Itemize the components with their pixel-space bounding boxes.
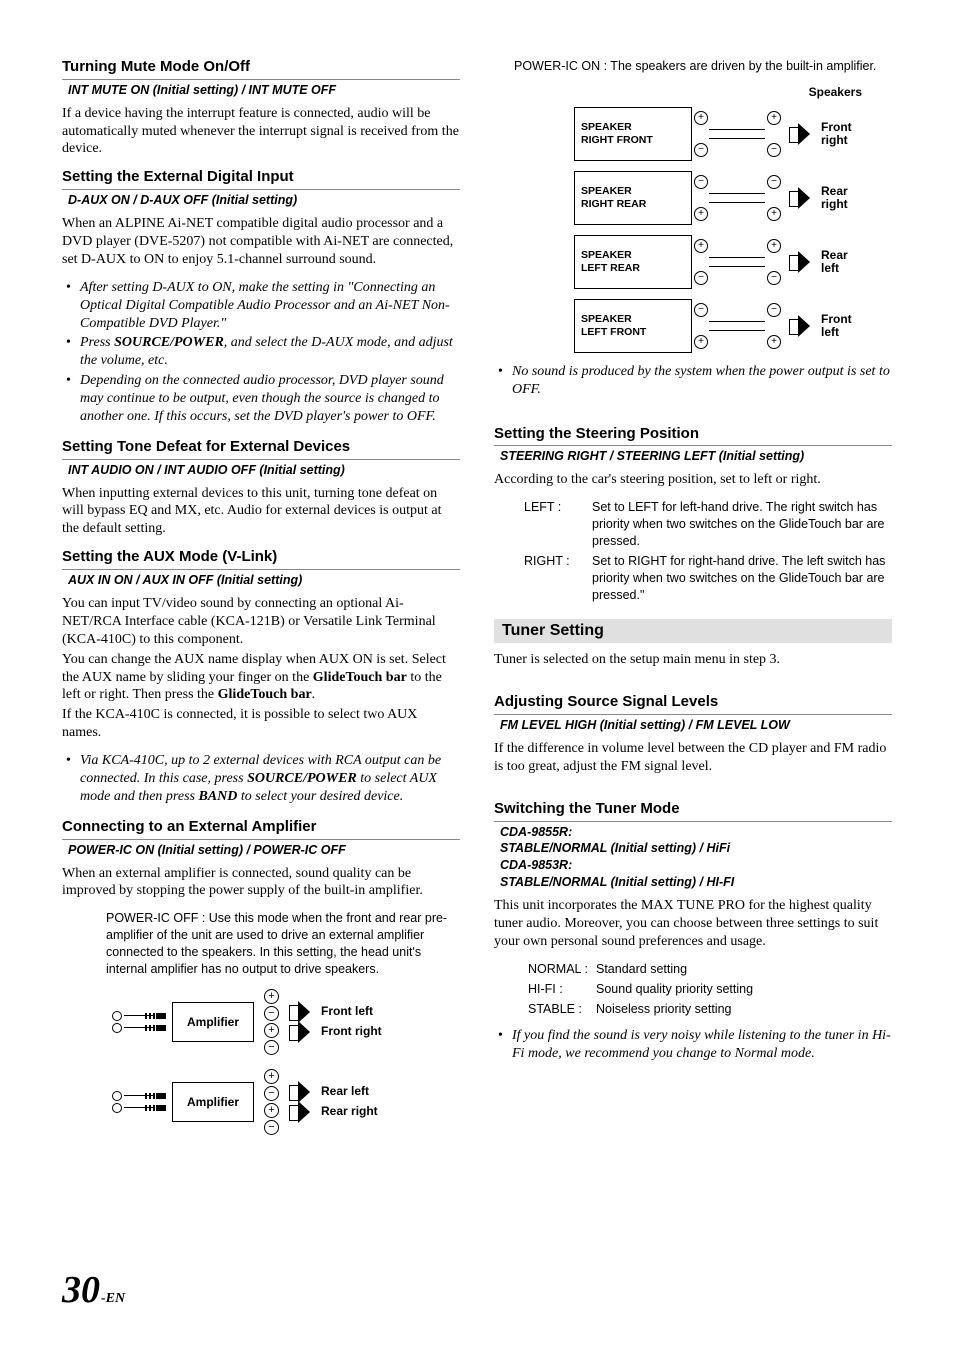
aux-body1: You can input TV/video sound by connecti… — [62, 595, 460, 649]
fmlevel-title: Adjusting Source Signal Levels — [494, 693, 892, 713]
daux-note: After setting D-AUX to ON, make the sett… — [62, 279, 460, 333]
speaker-label: Frontleft — [821, 313, 852, 339]
daux-title: Setting the External Digital Input — [62, 168, 460, 188]
no-sound-note: No sound is produced by the system when … — [494, 363, 892, 399]
sp-label: Rear right — [321, 1105, 378, 1118]
sp-label: Front right — [321, 1025, 382, 1038]
def-key: NORMAL : — [528, 961, 596, 978]
page-number-suffix: -EN — [101, 1291, 125, 1306]
aux-body3: If the KCA-410C is connected, it is poss… — [62, 706, 460, 742]
amplifier-box: Amplifier — [172, 1002, 254, 1042]
aux-notes: Via KCA-410C, up to 2 external devices w… — [62, 752, 460, 806]
no-sound-note-list: No sound is produced by the system when … — [494, 363, 892, 399]
speaker-icon — [789, 125, 811, 143]
speaker-row: SPEAKERLEFT FRONT−+−+Frontleft — [574, 299, 892, 353]
speaker-box: SPEAKERLEFT FRONT — [574, 299, 692, 353]
daux-body: When an ALPINE Ai-NET compatible digital… — [62, 215, 460, 269]
daux-note: Press SOURCE/POWER, and select the D-AUX… — [62, 334, 460, 370]
tunermode-opt-line: STABLE/NORMAL (Initial setting) / HI-FI — [500, 874, 892, 891]
daux-note: Depending on the connected audio process… — [62, 372, 460, 426]
aux-note: Via KCA-410C, up to 2 external devices w… — [62, 752, 460, 806]
sp-label: Front left — [321, 1005, 373, 1018]
speaker-label: Rearright — [821, 185, 848, 211]
mute-body: If a device having the interrupt feature… — [62, 105, 460, 159]
speaker-label: Frontright — [821, 121, 852, 147]
def-key: STABLE : — [528, 1001, 596, 1018]
steering-body: According to the car's steering position… — [494, 471, 892, 489]
speaker-row: SPEAKERRIGHT FRONT+−+−Frontright — [574, 107, 892, 161]
tuner-major-heading: Tuner Setting — [494, 619, 892, 643]
tunermode-opts: CDA-9855R: STABLE/NORMAL (Initial settin… — [494, 821, 892, 892]
tunermode-title: Switching the Tuner Mode — [494, 800, 892, 820]
def-key: RIGHT : — [524, 553, 592, 604]
tunermode-opt-line: STABLE/NORMAL (Initial setting) / HiFi — [500, 840, 892, 857]
mute-opts: INT MUTE ON (Initial setting) / INT MUTE… — [62, 79, 460, 99]
def-key: LEFT : — [524, 499, 592, 550]
aux-opts: AUX IN ON / AUX IN OFF (Initial setting) — [62, 569, 460, 589]
page-number: 30-EN — [62, 1268, 125, 1312]
poweric-on-desc: POWER-IC ON : The speakers are driven by… — [514, 58, 892, 75]
daux-opts: D-AUX ON / D-AUX OFF (Initial setting) — [62, 189, 460, 209]
def-val: Noiseless priority setting — [596, 1001, 892, 1018]
extamp-body: When an external amplifier is connected,… — [62, 865, 460, 901]
page-number-value: 30 — [62, 1269, 100, 1311]
speaker-icon — [789, 317, 811, 335]
amplifier-diagram: Amplifier +−+− Front left Front right Am… — [92, 988, 452, 1136]
tonedef-body: When inputting external devices to this … — [62, 485, 460, 539]
speaker-diagram: SPEAKERRIGHT FRONT+−+−FrontrightSPEAKERR… — [574, 107, 892, 353]
tuner-intro: Tuner is selected on the setup main menu… — [494, 651, 892, 669]
def-key: HI-FI : — [528, 981, 596, 998]
speaker-row: SPEAKERRIGHT REAR−+−+Rearright — [574, 171, 892, 225]
right-column: POWER-IC ON : The speakers are driven by… — [494, 58, 892, 1150]
tunermode-body: This unit incorporates the MAX TUNE PRO … — [494, 897, 892, 951]
extamp-title: Connecting to an External Amplifier — [62, 818, 460, 838]
extamp-off-desc: POWER-IC OFF : Use this mode when the fr… — [62, 910, 460, 978]
amplifier-box: Amplifier — [172, 1082, 254, 1122]
tunermode-note: If you find the sound is very noisy whil… — [494, 1027, 892, 1063]
tunermode-defs: NORMAL :Standard setting HI-FI :Sound qu… — [528, 961, 892, 1018]
steering-title: Setting the Steering Position — [494, 425, 892, 445]
aux-title: Setting the AUX Mode (V-Link) — [62, 548, 460, 568]
mute-title: Turning Mute Mode On/Off — [62, 58, 460, 78]
speaker-box: SPEAKERRIGHT REAR — [574, 171, 692, 225]
speaker-box: SPEAKERLEFT REAR — [574, 235, 692, 289]
steering-opts: STEERING RIGHT / STEERING LEFT (Initial … — [494, 445, 892, 465]
sp-label: Rear left — [321, 1085, 369, 1098]
def-val: Set to LEFT for left-hand drive. The rig… — [592, 499, 892, 550]
speaker-label: Rearleft — [821, 249, 848, 275]
fmlevel-body: If the difference in volume level betwee… — [494, 740, 892, 776]
speaker-icon — [789, 253, 811, 271]
tunermode-note-list: If you find the sound is very noisy whil… — [494, 1027, 892, 1063]
daux-notes: After setting D-AUX to ON, make the sett… — [62, 279, 460, 426]
left-column: Turning Mute Mode On/Off INT MUTE ON (In… — [62, 58, 460, 1150]
aux-body2: You can change the AUX name display when… — [62, 651, 460, 705]
steering-defs: LEFT :Set to LEFT for left-hand drive. T… — [524, 499, 892, 603]
speaker-icon — [789, 189, 811, 207]
tunermode-opt-line: CDA-9855R: — [500, 824, 892, 841]
def-val: Sound quality priority setting — [596, 981, 892, 998]
def-val: Standard setting — [596, 961, 892, 978]
tonedef-title: Setting Tone Defeat for External Devices — [62, 438, 460, 458]
tunermode-opt-line: CDA-9853R: — [500, 857, 892, 874]
tonedef-opts: INT AUDIO ON / INT AUDIO OFF (Initial se… — [62, 459, 460, 479]
def-val: Set to RIGHT for right-hand drive. The l… — [592, 553, 892, 604]
speakers-title: Speakers — [494, 85, 862, 99]
speaker-row: SPEAKERLEFT REAR+−+−Rearleft — [574, 235, 892, 289]
speaker-box: SPEAKERRIGHT FRONT — [574, 107, 692, 161]
extamp-opts: POWER-IC ON (Initial setting) / POWER-IC… — [62, 839, 460, 859]
fmlevel-opts: FM LEVEL HIGH (Initial setting) / FM LEV… — [494, 714, 892, 734]
